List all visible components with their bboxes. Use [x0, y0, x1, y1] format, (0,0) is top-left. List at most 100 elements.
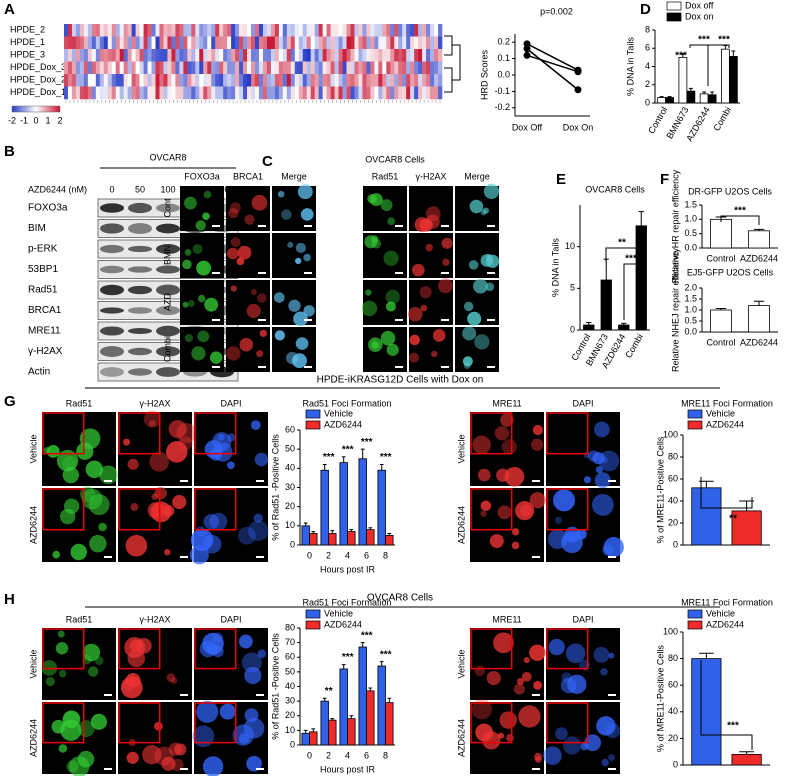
heatmap-cell	[402, 36, 407, 50]
colorbar-label: -1	[20, 115, 28, 125]
heatmap-cell	[239, 36, 244, 50]
heatmap-cell	[318, 49, 323, 62]
imaging-column: DAPI	[572, 398, 593, 408]
heatmap-cell	[330, 86, 335, 100]
heatmap-cell	[422, 74, 427, 87]
panel-label: H	[4, 591, 15, 608]
heatmap-cell	[390, 49, 395, 62]
heatmap-cell	[406, 74, 411, 87]
heatmap-cell	[107, 61, 113, 75]
heatmap-cell	[131, 74, 136, 87]
heatmap-cell	[251, 86, 256, 100]
heatmap-cell	[374, 49, 379, 62]
cell	[555, 727, 568, 740]
cell	[438, 278, 453, 294]
cell	[238, 634, 253, 649]
blot-band	[128, 245, 152, 253]
cell	[441, 237, 453, 249]
heatmap-cell	[358, 36, 363, 50]
heatmap-cell	[378, 74, 383, 87]
heatmap-cell	[87, 86, 93, 100]
cell	[99, 465, 118, 485]
cell	[197, 294, 206, 303]
y-tick-label: 50	[285, 444, 295, 454]
cell	[154, 486, 168, 500]
inset-frame	[546, 702, 589, 744]
y-axis-label: HRD Scores	[479, 49, 489, 100]
heatmap-cell	[422, 49, 427, 62]
blot-band	[156, 284, 180, 296]
heatmap-cell	[175, 24, 180, 37]
inset-frame	[470, 412, 513, 455]
y-tick-label: 60	[285, 652, 295, 662]
legend-label: Vehicle	[324, 608, 353, 618]
cell	[229, 202, 241, 214]
blot-protein: BIM	[28, 223, 46, 234]
inset-frame	[194, 412, 237, 455]
bar	[339, 668, 348, 746]
heatmap-cell	[87, 24, 93, 37]
significance: ***	[361, 437, 373, 448]
cell	[533, 680, 543, 690]
heatmap-cell	[346, 74, 351, 87]
heatmap-cell	[382, 24, 387, 37]
heatmap-cell	[282, 61, 288, 75]
heatmap-cell	[243, 86, 248, 100]
blot-band	[156, 223, 180, 234]
cell	[206, 643, 219, 656]
heatmap-cell	[406, 24, 411, 37]
cell	[164, 548, 171, 556]
heatmap-row-label: HPDE_Dox_3	[10, 62, 66, 72]
heatmap-cell	[350, 86, 355, 100]
colorbar-label: 2	[57, 115, 62, 125]
heatmap-cell	[95, 86, 101, 100]
heatmap-cell	[64, 86, 69, 100]
heatmap-cell	[294, 61, 300, 75]
cell	[287, 241, 294, 248]
blot-band	[156, 265, 180, 274]
inset-frame	[470, 628, 513, 670]
bar	[301, 732, 310, 746]
y-tick-label: 0.0	[684, 242, 697, 252]
heatmap-cell	[223, 86, 228, 100]
heatmap-cell	[334, 74, 339, 87]
blot-band	[100, 265, 124, 274]
heatmap-cell	[239, 86, 244, 100]
legend-label: Dox on	[685, 11, 714, 21]
y-tick-label: 80	[668, 451, 678, 461]
heatmap-cell	[119, 49, 124, 62]
heatmap-cell	[374, 74, 379, 87]
heatmap-cell	[334, 24, 339, 37]
cell	[228, 208, 239, 219]
heatmap-cell	[326, 86, 331, 100]
cell	[462, 326, 477, 341]
heatmap-cell	[139, 49, 144, 62]
cell	[227, 433, 236, 442]
heatmap-cell	[163, 36, 168, 50]
bar	[691, 658, 722, 766]
y-axis-label: % DNA in Tails	[550, 238, 560, 297]
heatmap-cell	[107, 49, 113, 62]
cell	[475, 723, 494, 742]
heatmap-cell	[215, 74, 220, 87]
heatmap-cell	[64, 61, 69, 75]
heatmap-cell	[123, 36, 128, 50]
heatmap-cell	[366, 49, 371, 62]
heatmap-cell	[330, 49, 335, 62]
heatmap-cell	[127, 74, 132, 87]
x-tick-label: Combi	[711, 105, 733, 133]
y-tick-label: 2	[645, 79, 650, 89]
panel-label: D	[640, 1, 651, 18]
heatmap-cell	[75, 86, 81, 100]
heatmap-cell	[203, 74, 208, 87]
micrograph	[409, 327, 453, 372]
cell	[497, 732, 505, 739]
heatmap-cell	[111, 86, 117, 100]
heatmap-cell	[219, 61, 224, 75]
heatmap-cell	[187, 74, 192, 87]
heatmap-cell	[75, 74, 81, 87]
heatmap-cell	[123, 49, 128, 62]
heatmap-cell	[298, 74, 304, 87]
cell	[209, 351, 223, 364]
heatmap-cell	[99, 49, 105, 62]
